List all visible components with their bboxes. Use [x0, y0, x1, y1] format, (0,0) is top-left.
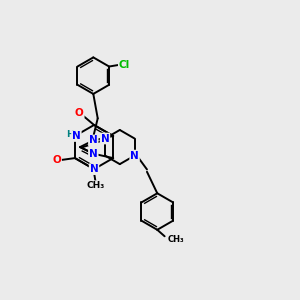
- Text: N: N: [72, 131, 81, 141]
- Text: CH₃: CH₃: [86, 181, 105, 190]
- Text: O: O: [75, 108, 84, 118]
- Text: CH₃: CH₃: [168, 235, 184, 244]
- Text: N: N: [89, 149, 98, 159]
- Text: N: N: [130, 151, 139, 160]
- Text: N: N: [90, 164, 98, 174]
- Text: N: N: [89, 135, 98, 146]
- Text: N: N: [100, 134, 109, 143]
- Text: Cl: Cl: [119, 60, 130, 70]
- Text: H: H: [66, 130, 74, 139]
- Text: O: O: [52, 155, 61, 166]
